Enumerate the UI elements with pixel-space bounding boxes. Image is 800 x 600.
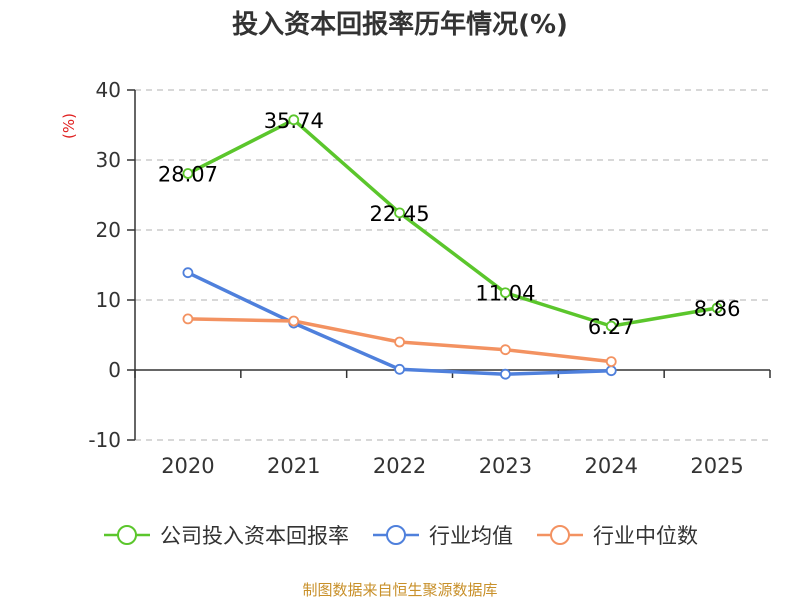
tick-labels: 40 30 20 10 0 -10 2020 2021 2022 2023 2024 2025 xyxy=(88,78,743,478)
x-tick-label: 2021 xyxy=(267,454,320,478)
data-point-1 xyxy=(182,267,194,279)
data-label: 6.27 xyxy=(588,315,635,339)
legend-label-industry-median: 行业中位数 xyxy=(593,524,698,548)
data-label: 11.04 xyxy=(475,282,535,306)
data-point-0 xyxy=(182,168,194,179)
series-lines xyxy=(187,118,718,376)
x-tick-label: 2022 xyxy=(373,454,426,478)
legend-item-industry-median[interactable]: 行业中位数 xyxy=(535,520,698,550)
data-point-1 xyxy=(394,363,405,375)
data-point-2 xyxy=(605,356,617,368)
legend-item-industry-mean[interactable]: 行业均值 xyxy=(371,520,513,550)
chart-title: 投入资本回报率历年情况(%) xyxy=(232,10,568,40)
data-point-1 xyxy=(605,365,617,377)
data-point-2 xyxy=(394,336,405,348)
legend-marker-industry-mean xyxy=(373,525,419,545)
y-tick-label: 20 xyxy=(96,218,121,242)
series-line-0 xyxy=(187,118,718,328)
legend-label-industry-mean: 行业均值 xyxy=(429,524,513,548)
data-label: 28.07 xyxy=(158,163,218,187)
legend-item-company[interactable]: 公司投入资本回报率 xyxy=(102,520,349,550)
legend-marker-industry-median xyxy=(537,525,583,545)
y-tick-label: 40 xyxy=(96,78,121,102)
y-tick-label: -10 xyxy=(88,428,121,452)
legend-label-company: 公司投入资本回报率 xyxy=(160,524,349,548)
y-tick-label: 10 xyxy=(96,288,121,312)
line-chart: 40 30 20 10 0 -10 2020 2021 2022 2023 2024 2025 28.… xyxy=(60,78,771,478)
data-point-2 xyxy=(182,313,194,325)
data-point-0 xyxy=(711,302,723,314)
data-point-0 xyxy=(500,287,511,299)
series-line-1 xyxy=(187,271,612,376)
x-tick-label: 2023 xyxy=(479,454,532,478)
x-tick-label: 2025 xyxy=(690,454,743,478)
data-point-2 xyxy=(500,344,511,356)
grid-lines xyxy=(135,89,770,441)
x-tick-label: 2020 xyxy=(161,454,214,478)
legend: 公司投入资本回报率 行业均值 行业中位数 xyxy=(0,520,800,550)
data-labels: 28.07 35.74 22.45 11.04 6.27 8.86 xyxy=(158,109,741,339)
y-axis-label: (%) xyxy=(60,113,78,139)
x-tick-label: 2024 xyxy=(585,454,638,478)
data-point-0 xyxy=(605,320,617,332)
axes xyxy=(127,89,771,441)
data-label: 8.86 xyxy=(694,297,741,321)
data-source-note: 制图数据来自恒生聚源数据库 xyxy=(302,581,498,599)
data-point-1 xyxy=(500,368,511,380)
data-point-0 xyxy=(394,207,405,219)
y-tick-label: 0 xyxy=(108,358,121,382)
series-points xyxy=(182,114,723,380)
data-point-2 xyxy=(288,315,300,327)
data-label: 35.74 xyxy=(264,109,324,133)
data-label: 22.45 xyxy=(370,202,430,226)
legend-marker-company xyxy=(104,525,150,545)
y-tick-label: 30 xyxy=(96,148,121,172)
data-point-0 xyxy=(288,114,300,126)
